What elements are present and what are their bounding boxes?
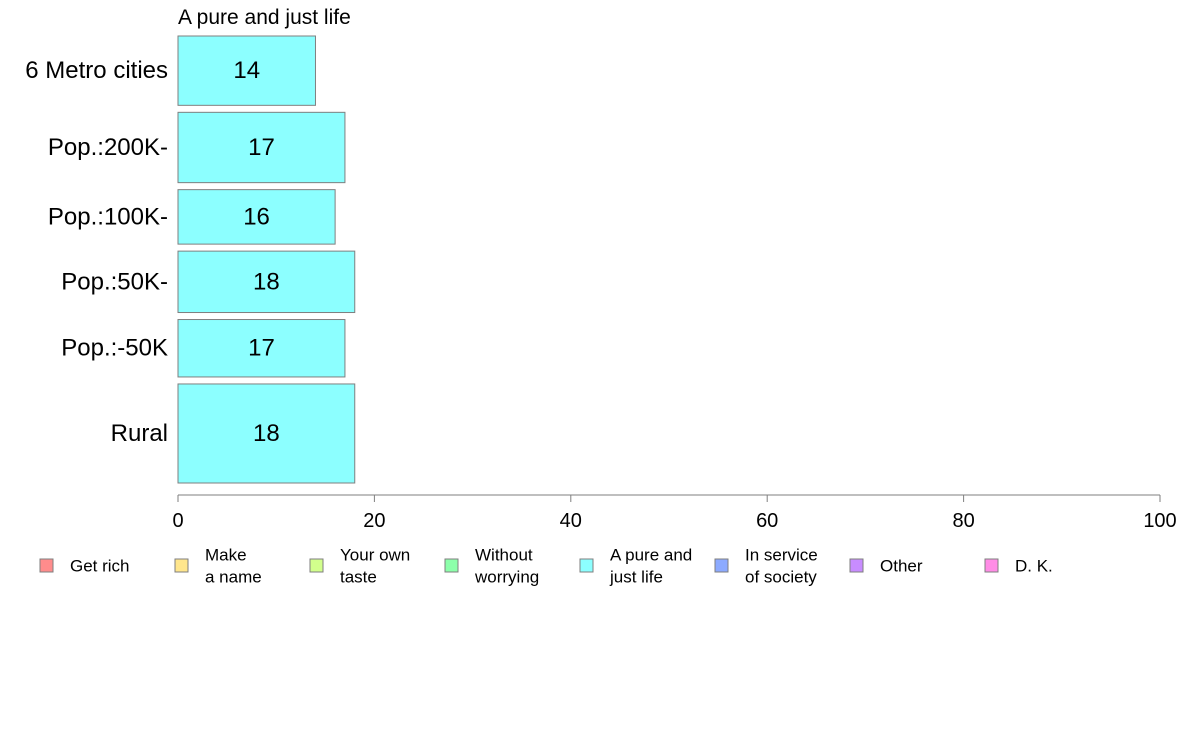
bar [177,319,346,378]
x-axis: 0 20 40 60 80 100 [172,494,1177,532]
legend-label: A pure and [610,546,692,565]
category-label: Pop.:50K- [61,268,168,295]
legend-item: D. K. [984,557,1053,576]
bar [177,189,336,245]
x-tick-label: 0 [172,510,183,532]
bar-value-label: 17 [248,134,275,161]
category-label: Rural [111,420,168,447]
bar [177,250,356,314]
bar-value-label: 14 [233,57,260,84]
bars-group: 14 6 Metro cities 17 Pop.:200K- 16 Pop.:100K-… [25,35,356,484]
legend-label: Without [475,546,533,565]
bar [177,111,346,184]
legend-item: Without worrying [444,546,539,587]
legend-item: A pure and just life [579,546,692,587]
legend-label: Other [880,557,923,576]
bar-value-label: 18 [253,420,280,447]
category-label: Pop.:-50K [61,335,168,362]
legend-swatch [174,558,189,573]
legend-label: taste [340,568,377,587]
bar [177,35,316,106]
category-label: Pop.:100K- [48,203,168,230]
legend-item: In service of society [714,546,818,587]
legend-label: a name [205,568,262,587]
legend-item: Your own taste [309,546,410,587]
legend-swatch [579,558,594,573]
legend-label: D. K. [1015,557,1053,576]
x-tick-label: 40 [560,510,582,532]
category-label: 6 Metro cities [25,57,168,84]
bar [177,383,356,484]
bar-value-label: 18 [253,268,280,295]
legend-swatch [39,558,54,573]
legend-label: of society [745,568,817,587]
legend: Get rich Make a name Your own taste Without wo… [39,546,1053,587]
category-label: Pop.:200K- [48,134,168,161]
legend-swatch [714,558,729,573]
x-tick-label: 60 [756,510,778,532]
legend-label: worrying [474,568,539,587]
legend-label: In service [745,546,818,565]
legend-label: Make [205,546,247,565]
legend-label: Your own [340,546,410,565]
legend-item: Get rich [39,557,130,576]
legend-swatch [309,558,324,573]
legend-label: just life [609,568,663,587]
x-tick-label: 80 [952,510,974,532]
legend-label: Get rich [70,557,130,576]
chart-title: A pure and just life [178,6,351,29]
legend-swatch [444,558,459,573]
legend-swatch [984,558,999,573]
x-tick-label: 20 [363,510,385,532]
legend-item: Other [849,557,923,576]
legend-swatch [849,558,864,573]
bar-value-label: 17 [248,335,275,362]
x-tick-label: 100 [1143,510,1176,532]
legend-item: Make a name [174,546,262,587]
bar-value-label: 16 [243,203,270,230]
